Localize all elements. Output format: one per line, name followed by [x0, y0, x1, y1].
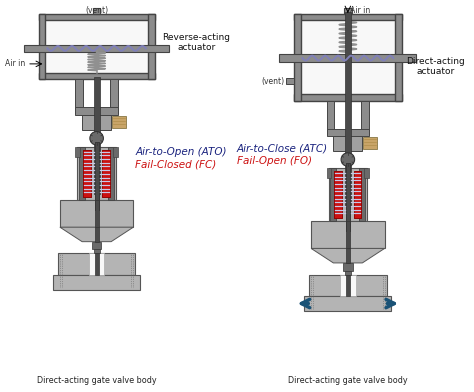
Bar	[395, 14, 402, 101]
Bar	[346, 163, 350, 231]
Bar	[89, 253, 104, 274]
Bar	[95, 227, 99, 242]
Bar	[83, 150, 91, 197]
Bar	[363, 137, 377, 149]
Bar	[75, 147, 80, 157]
Circle shape	[341, 153, 355, 166]
Bar	[346, 221, 350, 249]
Text: Air-to-Close (ATC): Air-to-Close (ATC)	[237, 144, 328, 154]
Bar	[344, 8, 352, 14]
Text: (vent): (vent)	[261, 77, 284, 86]
Bar	[92, 242, 101, 249]
Bar	[286, 78, 294, 84]
Bar	[365, 168, 369, 178]
Text: Direct-acting gate valve body: Direct-acting gate valve body	[37, 376, 156, 385]
Bar	[327, 168, 331, 178]
Text: Fail-Closed (FC): Fail-Closed (FC)	[135, 160, 217, 169]
Bar	[279, 54, 417, 62]
Bar	[77, 147, 116, 200]
Bar	[113, 147, 118, 157]
Bar	[354, 171, 361, 218]
Polygon shape	[60, 227, 133, 242]
Bar	[311, 221, 384, 249]
Bar	[102, 150, 110, 197]
Bar	[328, 168, 367, 221]
Bar	[94, 77, 100, 194]
Bar	[334, 171, 342, 218]
Text: Air in: Air in	[350, 6, 370, 15]
Bar	[354, 171, 361, 218]
Bar	[108, 147, 114, 200]
Bar	[301, 20, 395, 94]
Bar	[148, 14, 155, 79]
Bar	[345, 12, 351, 206]
Bar	[330, 168, 336, 221]
Bar	[95, 253, 99, 274]
Bar	[53, 274, 140, 290]
Bar	[112, 116, 126, 128]
Bar	[46, 20, 148, 73]
Bar	[304, 296, 392, 311]
Bar	[359, 168, 365, 221]
Bar	[294, 94, 402, 101]
Bar	[110, 79, 118, 113]
Text: Direct-acting
actuator: Direct-acting actuator	[406, 57, 465, 76]
Text: (vent): (vent)	[85, 6, 108, 15]
Bar	[327, 129, 369, 136]
Text: Air-to-Open (ATO): Air-to-Open (ATO)	[135, 147, 227, 157]
Text: Reverse-acting
actuator: Reverse-acting actuator	[162, 33, 230, 52]
Bar	[83, 150, 91, 197]
Polygon shape	[311, 249, 384, 263]
Bar	[343, 263, 353, 270]
Bar	[82, 115, 111, 130]
Bar	[39, 73, 155, 79]
Bar	[361, 101, 369, 134]
Bar	[346, 163, 350, 231]
Bar	[58, 253, 135, 274]
Bar	[345, 270, 351, 274]
Text: Fail-Open (FO): Fail-Open (FO)	[237, 156, 312, 167]
Bar	[340, 274, 356, 296]
Bar	[79, 147, 85, 200]
Bar	[327, 101, 334, 134]
Bar	[309, 274, 386, 296]
Bar	[294, 14, 301, 101]
Bar	[60, 200, 133, 227]
Bar	[346, 274, 350, 296]
Bar	[346, 249, 350, 263]
Text: Direct-acting gate valve body: Direct-acting gate valve body	[288, 376, 408, 385]
Bar	[24, 45, 169, 52]
Bar	[95, 142, 99, 210]
Bar	[75, 107, 118, 115]
Circle shape	[90, 131, 103, 145]
Text: Air in: Air in	[5, 59, 25, 68]
Bar	[75, 79, 83, 113]
Bar	[95, 200, 99, 227]
Bar	[95, 142, 99, 210]
Bar	[102, 150, 110, 197]
Bar	[39, 14, 46, 79]
Bar	[294, 14, 402, 20]
Bar	[333, 136, 362, 151]
Bar	[93, 8, 100, 14]
Bar	[39, 14, 155, 20]
Bar	[334, 171, 342, 218]
Bar	[94, 249, 100, 253]
